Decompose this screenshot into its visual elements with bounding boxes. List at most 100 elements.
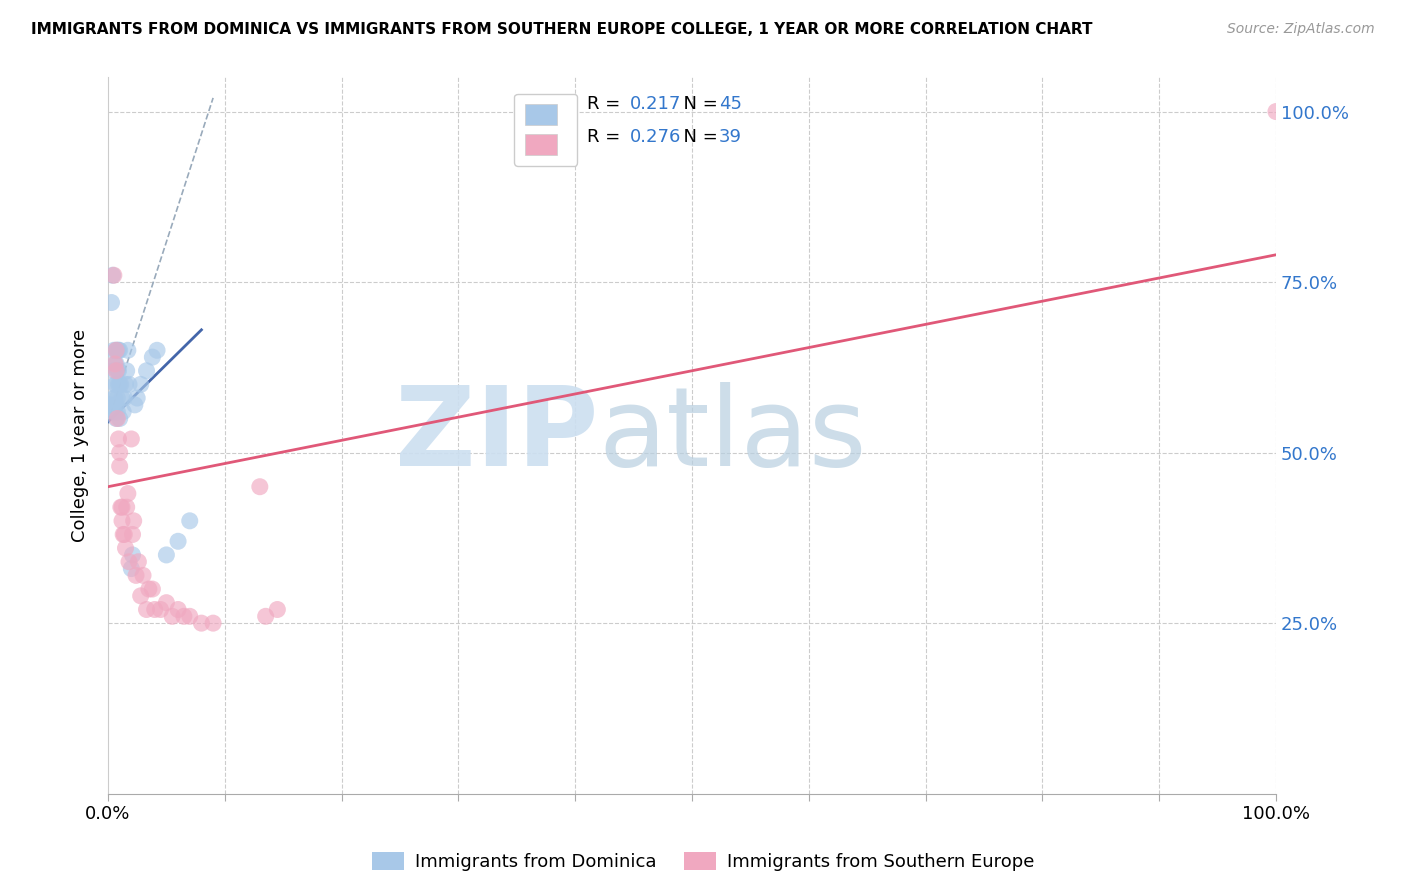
Text: ZIP: ZIP xyxy=(395,382,599,489)
Point xyxy=(112,405,135,419)
Point xyxy=(100,295,122,310)
Point xyxy=(179,609,201,624)
Point xyxy=(108,459,131,474)
Point xyxy=(114,377,136,392)
Point xyxy=(135,364,157,378)
Text: N =: N = xyxy=(672,128,724,145)
Text: IMMIGRANTS FROM DOMINICA VS IMMIGRANTS FROM SOUTHERN EUROPE COLLEGE, 1 YEAR OR M: IMMIGRANTS FROM DOMINICA VS IMMIGRANTS F… xyxy=(31,22,1092,37)
Point xyxy=(129,377,152,392)
Text: Source: ZipAtlas.com: Source: ZipAtlas.com xyxy=(1227,22,1375,37)
Point xyxy=(132,568,155,582)
Point xyxy=(107,364,129,378)
Point xyxy=(107,377,129,392)
Point xyxy=(111,500,134,515)
Legend: Immigrants from Dominica, Immigrants from Southern Europe: Immigrants from Dominica, Immigrants fro… xyxy=(364,845,1042,879)
Text: atlas: atlas xyxy=(599,382,868,489)
Point xyxy=(138,582,160,596)
Point xyxy=(120,561,142,575)
Point xyxy=(121,548,143,562)
Text: 39: 39 xyxy=(718,128,742,145)
Point xyxy=(122,514,145,528)
Point xyxy=(105,411,128,425)
Point xyxy=(107,432,129,446)
Point xyxy=(112,527,135,541)
Point xyxy=(146,343,169,358)
Point xyxy=(141,350,163,364)
Point xyxy=(105,405,128,419)
Point xyxy=(190,616,212,631)
Point xyxy=(105,357,128,371)
Point xyxy=(112,391,135,405)
Point xyxy=(118,377,141,392)
Point xyxy=(179,514,201,528)
Point xyxy=(135,602,157,616)
Point xyxy=(155,548,177,562)
Point xyxy=(108,377,131,392)
Point xyxy=(103,364,125,378)
Point xyxy=(125,568,148,582)
Point xyxy=(104,357,127,371)
Point xyxy=(117,486,139,500)
Point xyxy=(124,398,146,412)
Point xyxy=(121,527,143,541)
Point xyxy=(167,534,190,549)
Text: R =: R = xyxy=(586,128,626,145)
Point xyxy=(98,398,121,412)
Point xyxy=(117,343,139,358)
Text: N =: N = xyxy=(672,95,724,113)
Point xyxy=(254,609,277,624)
Point xyxy=(101,268,124,283)
Point xyxy=(103,343,125,358)
Point xyxy=(173,609,195,624)
Point xyxy=(114,541,136,555)
Point xyxy=(127,391,149,405)
Point xyxy=(104,405,127,419)
Point xyxy=(108,411,131,425)
Y-axis label: College, 1 year or more: College, 1 year or more xyxy=(72,329,89,542)
Point xyxy=(105,343,128,358)
Text: 0.276: 0.276 xyxy=(630,128,682,145)
Point xyxy=(110,377,132,392)
Legend: , : , xyxy=(515,94,578,166)
Text: R =: R = xyxy=(586,95,626,113)
Point xyxy=(108,445,131,459)
Point xyxy=(105,398,128,412)
Point xyxy=(105,391,128,405)
Point xyxy=(110,500,132,515)
Point xyxy=(104,377,127,392)
Point xyxy=(143,602,166,616)
Point xyxy=(105,377,128,392)
Point xyxy=(105,343,128,358)
Point xyxy=(105,364,128,378)
Point xyxy=(104,391,127,405)
Point xyxy=(104,357,127,371)
Point xyxy=(111,514,134,528)
Point xyxy=(167,602,190,616)
Point xyxy=(103,405,125,419)
Point xyxy=(112,527,135,541)
Point xyxy=(249,480,271,494)
Point xyxy=(149,602,172,616)
Point xyxy=(105,364,128,378)
Point xyxy=(120,432,142,446)
Point xyxy=(1265,104,1288,119)
Point xyxy=(107,343,129,358)
Point xyxy=(115,364,138,378)
Text: 45: 45 xyxy=(718,95,742,113)
Text: 0.217: 0.217 xyxy=(630,95,682,113)
Point xyxy=(105,343,128,358)
Point xyxy=(127,555,149,569)
Point xyxy=(118,555,141,569)
Point xyxy=(202,616,225,631)
Point xyxy=(266,602,288,616)
Point xyxy=(141,582,163,596)
Point xyxy=(155,596,177,610)
Point xyxy=(129,589,152,603)
Point xyxy=(111,391,134,405)
Point xyxy=(103,391,125,405)
Point xyxy=(105,411,128,425)
Point xyxy=(160,609,183,624)
Point xyxy=(108,343,131,358)
Point xyxy=(103,268,125,283)
Point xyxy=(115,500,138,515)
